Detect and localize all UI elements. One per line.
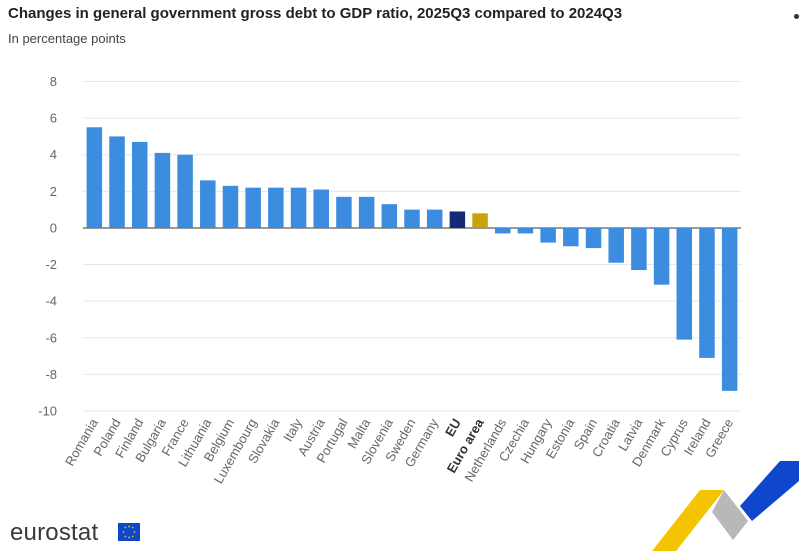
y-tick-label: -4 [45, 294, 57, 309]
y-axis-ticks: 8 6 4 2 0 -2 -4 -6 -8 -10 [38, 74, 57, 419]
eu-flag-icon [118, 523, 140, 541]
grid-lines [83, 81, 741, 412]
bar-bulgaria[interactable] [154, 152, 171, 228]
chart-subtitle: In percentage points [8, 31, 126, 46]
y-tick-label: -2 [45, 257, 57, 272]
y-tick-label: 8 [50, 74, 57, 89]
bar-croatia[interactable] [608, 227, 624, 263]
y-tick-label: -10 [38, 404, 57, 419]
bar-austria[interactable] [313, 189, 329, 228]
y-tick-label: 0 [50, 220, 57, 235]
bar-euro-area[interactable] [472, 213, 488, 228]
bar-eu[interactable] [449, 211, 466, 228]
bar-greece[interactable] [721, 227, 738, 391]
eurostat-logo-text: eurostat [10, 519, 99, 546]
bar-cyprus[interactable] [676, 227, 693, 340]
bars [86, 127, 738, 391]
bar-latvia[interactable] [631, 227, 647, 271]
y-tick-label: 4 [50, 147, 57, 162]
bar-spain[interactable] [585, 227, 602, 249]
bar-luxembourg[interactable] [245, 187, 261, 228]
bar-estonia[interactable] [563, 227, 579, 247]
y-tick-label: 6 [50, 111, 57, 126]
y-tick-label: 2 [50, 184, 57, 199]
bar-portugal[interactable] [336, 196, 352, 228]
bar-denmark[interactable] [653, 227, 670, 285]
bar-hungary[interactable] [540, 227, 556, 243]
bar-romania[interactable] [86, 127, 103, 228]
bar-germany[interactable] [426, 209, 443, 228]
bar-finland[interactable] [131, 141, 148, 228]
chart-title: Changes in general government gross debt… [8, 5, 623, 22]
bar-france[interactable] [177, 154, 193, 228]
bar-slovakia[interactable] [268, 187, 284, 228]
bar-italy[interactable] [290, 187, 307, 228]
bar-belgium[interactable] [222, 185, 239, 228]
bar-lithuania[interactable] [200, 180, 216, 228]
bar-slovenia[interactable] [381, 204, 398, 228]
y-tick-label: -8 [45, 367, 57, 382]
y-tick-label: -6 [45, 330, 57, 345]
bar-netherlands[interactable] [495, 227, 511, 234]
bar-ireland[interactable] [699, 227, 715, 358]
bar-sweden[interactable] [404, 209, 420, 228]
bar-poland[interactable] [109, 136, 125, 228]
chart-menu-icon[interactable] [794, 14, 799, 19]
bar-malta[interactable] [358, 196, 375, 228]
bar-czechia[interactable] [517, 227, 534, 234]
